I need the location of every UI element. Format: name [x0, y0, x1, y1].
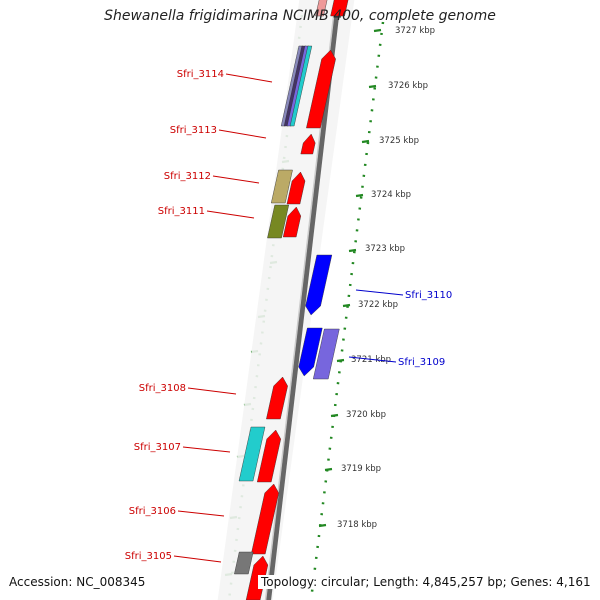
gene-label: Sfri_3113 [170, 125, 217, 136]
gene-top-partial-light [315, 0, 329, 17]
scale-tick-label: 3720 kbp [346, 410, 386, 420]
gene-label-layer: Sfri_3114 Sfri_3113 Sfri_3112 Sfri_3111 Sfri… [125, 69, 452, 563]
gene-label: Sfri_3112 [164, 171, 211, 182]
scale-tick-label: 3721 kbp [351, 355, 391, 365]
gene-label: Sfri_3114 [177, 69, 224, 80]
gene-label: Sfri_3107 [134, 442, 181, 453]
gene-top-partial [330, 0, 350, 17]
category-block-olive-1 [270, 169, 293, 204]
right-track-mark [318, 523, 327, 528]
gene-label-leader [218, 129, 267, 139]
gene-label-leader [173, 555, 222, 563]
gene-label-leader [355, 289, 404, 296]
right-track-mark [368, 84, 377, 89]
scale-tick-label: 3727 kbp [395, 26, 435, 36]
right-track-mark [330, 413, 339, 418]
gene-sfri-3113-forward [300, 133, 316, 155]
map-title: Shewanella frigidimarina NCIMB 400, comp… [104, 8, 496, 24]
gene-sfri-3114-forward [306, 49, 336, 129]
gene-feature-layer [234, 0, 350, 600]
right-track-mark [361, 139, 370, 144]
scale-tick-label: 3726 kbp [388, 81, 428, 91]
right-track-mark [342, 303, 351, 308]
right-dotted-track [309, 21, 385, 600]
gene-label-leader [187, 387, 237, 395]
right-track-mark [348, 248, 357, 253]
right-track-mark [324, 467, 333, 472]
gene-label: Sfri_3111 [158, 206, 205, 217]
gene-label: Sfri_3110 [405, 290, 452, 301]
category-block-green-1 [267, 204, 290, 239]
right-track-mark [355, 193, 364, 198]
gene-sfri-3111-forward [282, 206, 302, 238]
gene-sfri-3108-forward [266, 376, 288, 420]
gene-sfri-3106-forward [250, 483, 279, 555]
gene-label: Sfri_3108 [139, 383, 186, 394]
scale-tick-label: 3723 kbp [365, 244, 405, 254]
scale-tick-label: 3724 kbp [371, 190, 411, 200]
category-block-grey-1 [234, 551, 254, 575]
gene-label-leader [177, 510, 225, 517]
category-stripe-3 [289, 45, 313, 127]
gene-label-leader [212, 175, 260, 184]
genome-summary-text: Topology: circular; Length: 4,845,257 bp… [258, 575, 591, 589]
scale-tick-label: 3722 kbp [358, 300, 398, 310]
gene-sfri-3109-paralog [312, 328, 340, 380]
gene-sfri-3112-forward [286, 171, 306, 205]
gene-label: Sfri_3106 [129, 506, 176, 517]
scale-tick-label: 3725 kbp [379, 136, 419, 146]
gene-sfri-3107-forward [256, 429, 281, 483]
gene-label-leader [206, 210, 255, 219]
scale-tick-label: 3719 kbp [341, 464, 381, 474]
gene-label-leader [182, 446, 231, 453]
scale-tick-label: 3718 kbp [337, 520, 377, 530]
gene-label-leader [348, 356, 397, 363]
right-track-mark [373, 28, 382, 33]
accession-text: Accession: NC_008345 [9, 575, 146, 589]
gene-label: Sfri_3105 [125, 551, 172, 562]
map-band [217, 0, 355, 600]
right-track-mark [336, 358, 345, 363]
gene-sfri-3110-reverse [305, 254, 333, 316]
backbone-layer [217, 0, 355, 600]
gene-label-leader [225, 73, 273, 83]
gene-sfri-3109-reverse [298, 327, 323, 377]
category-block-cyan-1 [238, 426, 266, 482]
scale-tick-layer: 3727 kbp 3726 kbp 3725 kbp 3724 kbp 3723 kbp… [337, 26, 435, 530]
gene-label: Sfri_3109 [398, 357, 445, 368]
